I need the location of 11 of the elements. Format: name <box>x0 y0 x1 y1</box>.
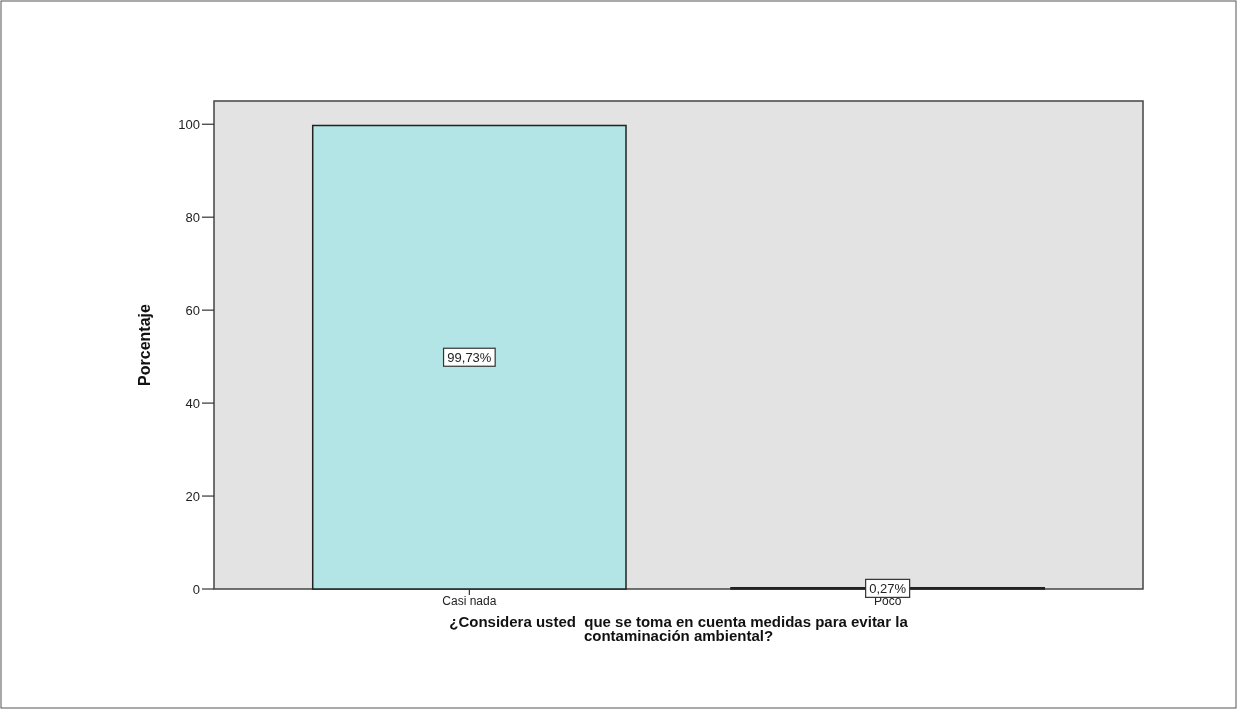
y-tick-label: 60 <box>185 302 200 318</box>
y-tick-label: 40 <box>185 395 200 411</box>
y-tick-label: 80 <box>185 209 200 225</box>
data-label: 0,27% <box>869 580 907 596</box>
x-tick-label: Casi nada <box>442 594 497 608</box>
x-axis-title: ¿Considera usted que se toma en cuenta medidas para evitar la contaminación ambiental? <box>449 613 909 644</box>
y-axis-title: Porcentaje <box>136 303 153 386</box>
y-tick-label: 0 <box>192 581 200 597</box>
y-tick-label: 100 <box>178 116 200 132</box>
data-label: 99,73% <box>447 349 492 365</box>
y-tick-label: 20 <box>185 488 200 504</box>
